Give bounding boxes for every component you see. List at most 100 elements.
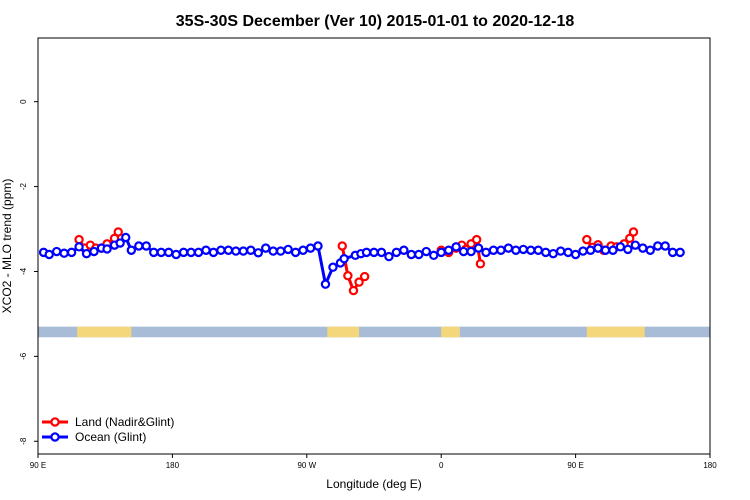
ocean-series-point (320, 279, 331, 289)
ocean-series-point (339, 254, 349, 264)
ocean-series-point (223, 245, 234, 255)
ocean-series-point (645, 245, 655, 255)
ocean-series-point (503, 243, 514, 253)
x-tick-label: 180 (166, 461, 180, 470)
ocean-series-point (141, 241, 151, 251)
ocean-series-point (429, 250, 439, 261)
ocean-series-point (458, 246, 469, 257)
y-tick-label: -8 (19, 437, 28, 445)
ocean-series-point (163, 247, 174, 258)
land-band (77, 326, 132, 338)
ocean-series-point (186, 247, 196, 258)
x-tick-label: 180 (703, 461, 717, 470)
ocean-series-point (201, 245, 211, 255)
ocean-series-point (488, 245, 499, 255)
ocean-series-point (74, 242, 84, 252)
ocean-series-point (421, 246, 431, 257)
land-band (327, 326, 360, 338)
y-tick-label: -4 (19, 267, 28, 275)
ocean-series-point (305, 243, 316, 253)
land-ocean-strip (38, 326, 710, 338)
legend-ocean-label: Ocean (Glint) (75, 430, 146, 444)
ocean-series-point (59, 248, 69, 258)
ocean-series-point (466, 246, 476, 257)
y-tick-label: -6 (19, 352, 28, 360)
ocean-series-point (585, 245, 596, 255)
ocean-series-point (443, 245, 454, 255)
ocean-series-point (414, 249, 424, 260)
land-series-point (343, 271, 353, 281)
ocean-series-point (481, 247, 491, 258)
legend-ocean-marker (50, 432, 60, 442)
x-axis-label: Longitude (deg E) (326, 477, 421, 491)
ocean-series-point (570, 249, 581, 260)
ocean-series-point (653, 241, 663, 251)
ocean-series-point (376, 247, 387, 258)
ocean-series-point (193, 247, 204, 258)
ocean-series-point (171, 249, 181, 260)
ocean-band (38, 326, 710, 338)
ocean-series-point (51, 246, 62, 257)
ocean-series-point (623, 244, 633, 255)
ocean-series-point (563, 247, 573, 258)
land-series-point (348, 285, 359, 296)
ocean-series-point (115, 238, 125, 248)
ocean-series-point (675, 247, 685, 258)
ocean-series-point (436, 247, 446, 258)
ocean-series-point (667, 247, 678, 258)
ocean-series-point (126, 245, 137, 255)
ocean-series-point (231, 246, 241, 256)
ocean-series-point (216, 245, 226, 255)
legend-land-marker (50, 417, 60, 427)
x-tick-label: 0 (439, 461, 444, 470)
ocean-series-point (399, 245, 409, 255)
ocean-series-point (283, 244, 293, 255)
legend-land-label: Land (Nadir&Glint) (75, 415, 174, 429)
ocean-series-point (511, 245, 521, 255)
ocean-series-point (660, 241, 670, 251)
ocean-series-point (548, 248, 558, 259)
ocean-series-point (298, 245, 308, 255)
land-series-point (354, 277, 364, 287)
ocean-series-point (134, 241, 144, 251)
y-axis-label: XCO2 - MLO trend (ppm) (0, 179, 14, 314)
ocean-series-point (102, 244, 112, 254)
ocean-series-point (261, 243, 271, 253)
ocean-series-point (275, 246, 286, 256)
ocean-series-point (149, 247, 159, 258)
land-series-point (582, 234, 592, 245)
ocean-series-point (313, 241, 323, 251)
legend: Land (Nadir&Glint) Ocean (Glint) (42, 415, 174, 444)
ocean-series-point (406, 249, 417, 260)
y-tick-label: 0 (19, 99, 28, 104)
ocean-series-point (496, 245, 506, 255)
ocean-series-point (290, 247, 301, 258)
ocean-series-point (178, 247, 189, 258)
ocean-series-point (615, 242, 626, 252)
land-series-point (475, 259, 486, 269)
x-tick-label: 90 E (30, 461, 46, 470)
ocean-series-point (121, 232, 131, 243)
land-band (586, 326, 645, 338)
ocean-series-point (361, 247, 372, 258)
ocean-series-point (268, 246, 278, 256)
ocean-series-point (44, 249, 54, 260)
plot-frame (37, 37, 711, 455)
x-tick-label: 90 E (567, 461, 583, 470)
ocean-series-point (638, 243, 648, 253)
y-tick-label: -2 (19, 182, 28, 190)
x-tick-label: 90 W (297, 461, 316, 470)
ocean-series-point (208, 247, 219, 258)
land-series-point (628, 227, 639, 237)
ocean-series-point (328, 262, 338, 272)
ocean-series-point (253, 248, 263, 258)
ocean-series-point (384, 251, 394, 262)
land-series-point (113, 227, 123, 237)
ocean-series-point (600, 245, 611, 255)
land-series-point (359, 271, 370, 282)
ocean-series-point (630, 240, 641, 250)
y-axis-ticks: 0 -2 -4 -6 -8 (19, 99, 38, 445)
ocean-series-point (555, 246, 566, 256)
ocean-series-point (593, 243, 603, 253)
ocean-series-point (451, 242, 461, 252)
